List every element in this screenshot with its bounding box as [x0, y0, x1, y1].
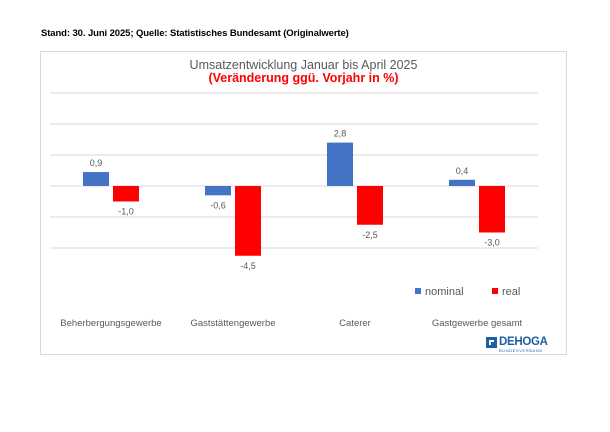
bar-real: [479, 186, 505, 233]
data-label: -1,0: [118, 207, 134, 217]
bar-chart: Umsatzentwicklung Januar bis April 2025 …: [50, 58, 538, 329]
legend-label-nominal: nominal: [425, 286, 464, 298]
logo-subtitle: BUNDESVERBAND: [499, 348, 543, 353]
category-label: Beherbergungsgewerbe: [60, 318, 161, 329]
chart-title: Umsatzentwicklung Januar bis April 2025: [190, 58, 418, 72]
data-label: -0,6: [210, 200, 226, 210]
legend: nominal real: [415, 286, 520, 298]
legend-label-real: real: [502, 286, 520, 298]
bar-real: [357, 186, 383, 225]
dehoga-logo: DEHOGA BUNDESVERBAND: [486, 336, 548, 354]
dehoga-logo-icon: [486, 337, 497, 348]
data-label: -4,5: [240, 261, 256, 271]
bar-real: [113, 186, 139, 202]
data-label: 2,8: [334, 129, 347, 139]
legend-swatch-real: [492, 288, 498, 294]
source-note: Stand: 30. Juni 2025; Quelle: Statistisc…: [41, 28, 349, 39]
category-label: Gastgewerbe gesamt: [432, 318, 523, 329]
category-label: Gaststättengewerbe: [190, 318, 275, 329]
bar-nominal: [327, 142, 353, 186]
bar-real: [235, 186, 261, 256]
data-labels: 0,9 -1,0 -0,6 -4,5 2,8 -2,5 0,4 -3,0: [90, 129, 500, 271]
category-label: Caterer: [339, 318, 371, 329]
bars: [83, 142, 505, 256]
legend-swatch-nominal: [415, 288, 421, 294]
chart-frame: [40, 51, 567, 355]
bar-nominal: [449, 179, 475, 186]
logo-wordmark: DEHOGA: [499, 336, 548, 348]
category-labels: Beherbergungsgewerbe Gaststättengewerbe Ca…: [60, 318, 522, 329]
data-label: 0,4: [456, 166, 469, 176]
bar-nominal: [83, 172, 109, 186]
data-label: -3,0: [484, 238, 500, 248]
chart-subtitle: (Veränderung ggü. Vorjahr in %): [208, 71, 398, 85]
data-label: -2,5: [362, 230, 378, 240]
data-label: 0,9: [90, 158, 103, 168]
bar-nominal: [205, 186, 231, 196]
